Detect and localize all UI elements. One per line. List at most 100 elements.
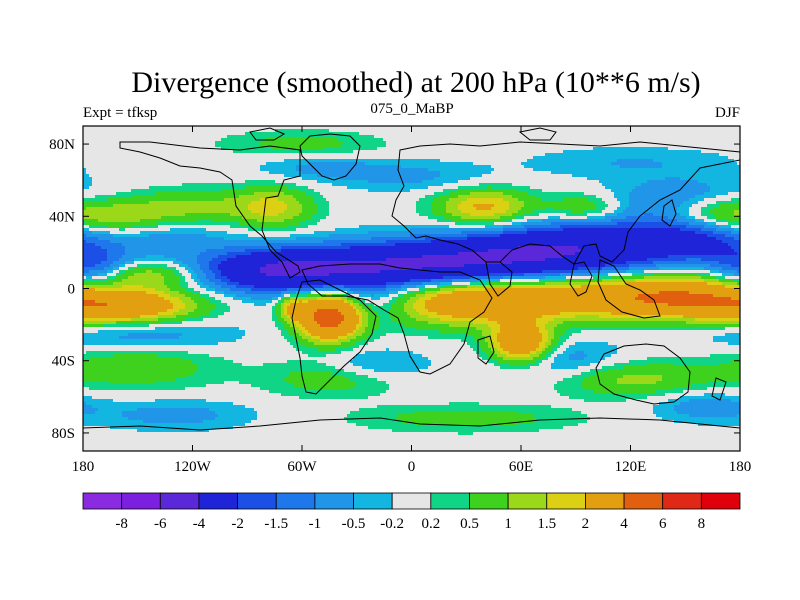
field-cell — [473, 336, 486, 340]
field-cell — [578, 246, 732, 250]
field-cell — [545, 153, 720, 157]
field-cell — [284, 192, 306, 196]
field-cell — [422, 180, 459, 184]
field-cell — [245, 333, 282, 337]
field-cell — [512, 285, 582, 289]
field-cell — [188, 375, 288, 379]
field-cell — [287, 306, 354, 310]
colorbar-label: -8 — [115, 516, 128, 532]
field-cell — [308, 294, 327, 298]
y-tick-label: 40N — [49, 209, 75, 225]
field-cell — [254, 192, 285, 196]
field-cell — [461, 201, 510, 205]
field-cell — [533, 210, 573, 214]
field-cell — [518, 189, 543, 193]
field-cell — [302, 207, 318, 211]
x-tick-label: 60E — [509, 459, 533, 475]
field-cell — [428, 321, 474, 325]
field-cell — [83, 297, 165, 301]
field-cell — [323, 195, 426, 199]
field-cell — [560, 225, 687, 229]
field-cell — [485, 225, 504, 229]
field-cell — [557, 354, 570, 358]
field-cell — [491, 207, 510, 211]
field-cell — [83, 396, 93, 400]
field-cell — [710, 273, 723, 277]
field-cell — [554, 207, 597, 211]
field-cell — [305, 345, 351, 349]
field-cell — [155, 288, 171, 292]
field-cell — [659, 267, 705, 271]
field-cell — [503, 219, 513, 223]
field-cell — [356, 372, 582, 376]
field-cell — [737, 162, 740, 166]
field-cell — [314, 342, 342, 346]
field-cell — [458, 186, 489, 190]
field-cell — [716, 219, 729, 223]
field-cell — [617, 381, 657, 385]
field-cell — [692, 384, 740, 388]
field-cell — [356, 336, 369, 340]
field-cell — [338, 336, 348, 340]
field-cell — [680, 204, 693, 208]
field-cell — [599, 270, 627, 274]
field-cell — [386, 390, 558, 394]
field-cell — [695, 318, 740, 322]
field-cell — [317, 204, 330, 208]
field-cell — [338, 138, 384, 142]
field-cell — [404, 282, 423, 286]
field-cell — [416, 210, 432, 214]
field-cell — [293, 321, 300, 325]
colorbar-label: 2 — [582, 516, 590, 532]
field-cell — [305, 333, 312, 337]
field-cell — [551, 222, 618, 226]
field-cell — [548, 333, 555, 337]
field-cell — [377, 147, 594, 151]
field-cell — [386, 144, 740, 148]
field-cell — [161, 321, 183, 325]
field-cell — [83, 360, 192, 364]
field-cell — [179, 309, 195, 313]
field-cell — [329, 213, 420, 217]
field-cell — [404, 324, 450, 328]
field-cell — [83, 429, 138, 433]
field-cell — [224, 237, 297, 241]
field-cell — [278, 198, 297, 202]
field-cell — [536, 351, 543, 355]
field-cell — [710, 264, 732, 268]
field-cell — [590, 282, 627, 286]
field-cell — [272, 306, 276, 310]
field-cell — [83, 303, 108, 307]
field-cell — [716, 228, 735, 232]
field-cell — [431, 279, 453, 283]
field-cell — [497, 339, 543, 343]
field-cell — [596, 195, 615, 199]
field-cell — [677, 210, 690, 214]
field-cell — [83, 273, 99, 277]
field-cell — [83, 288, 96, 292]
field-cell — [581, 372, 597, 376]
field-cell — [488, 345, 495, 349]
field-cell — [629, 198, 690, 202]
field-cell — [503, 231, 528, 235]
field-cell — [290, 342, 300, 346]
field-cell — [86, 171, 270, 175]
field-cell — [230, 306, 273, 310]
field-cell — [614, 195, 630, 199]
field-cell — [449, 198, 468, 202]
field-cell — [518, 411, 582, 415]
field-cell — [176, 273, 183, 277]
field-cell — [356, 309, 360, 313]
field-cell — [617, 378, 663, 382]
field-cell — [302, 324, 321, 328]
field-cell — [83, 300, 96, 304]
field-cell — [395, 300, 408, 304]
field-cell — [368, 426, 564, 430]
field-cell — [95, 264, 111, 268]
field-cell — [737, 270, 740, 274]
field-cell — [551, 339, 561, 343]
field-cell — [227, 231, 315, 235]
field-cell — [272, 312, 276, 316]
field-cell — [242, 336, 285, 340]
field-cell — [113, 270, 120, 274]
